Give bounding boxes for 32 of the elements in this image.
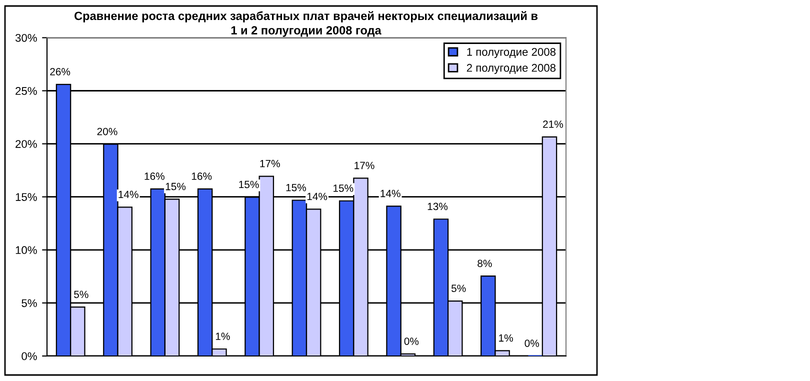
data-label: 15%: [239, 180, 259, 188]
data-label: 1%: [499, 334, 513, 342]
y-tick-label: 30%: [15, 34, 37, 42]
data-label: 15%: [286, 184, 306, 192]
data-label: 14%: [118, 190, 138, 198]
data-label: 0%: [524, 340, 540, 347]
data-label: 13%: [428, 202, 448, 210]
data-label: 14%: [380, 190, 400, 198]
data-label: 14%: [307, 192, 328, 200]
data-label: 16%: [192, 172, 212, 180]
data-label: 17%: [260, 160, 280, 168]
data-label: 0%: [404, 338, 419, 345]
data-label: 1%: [216, 332, 230, 340]
y-tick-label: 0%: [22, 352, 37, 360]
data-label: 15%: [334, 184, 354, 192]
y-tick-label: 10%: [16, 246, 37, 254]
data-label: 20%: [97, 128, 118, 136]
y-tick-label: 15%: [16, 193, 37, 201]
data-label: 8%: [478, 260, 492, 268]
data-label: 16%: [144, 172, 164, 180]
y-tick-label: 5%: [22, 299, 37, 308]
data-label: 26%: [50, 68, 70, 76]
data-label: 5%: [74, 290, 88, 298]
data-label: 5%: [451, 284, 466, 292]
chart-title: Сравнение роста средних зарабатных плат врачей некторых специализаций в 1 и 2 полугодии 2008 года: [74, 11, 538, 37]
data-label: 15%: [166, 182, 186, 190]
y-tick-label: 20%: [16, 140, 37, 148]
legend-label: 1 полугодие 2008: [467, 48, 556, 58]
data-label: 17%: [354, 162, 374, 170]
data-label: 21%: [543, 120, 564, 128]
legend-label: 2 полугодие 2008: [466, 64, 556, 74]
y-tick-label: 25%: [16, 87, 37, 95]
